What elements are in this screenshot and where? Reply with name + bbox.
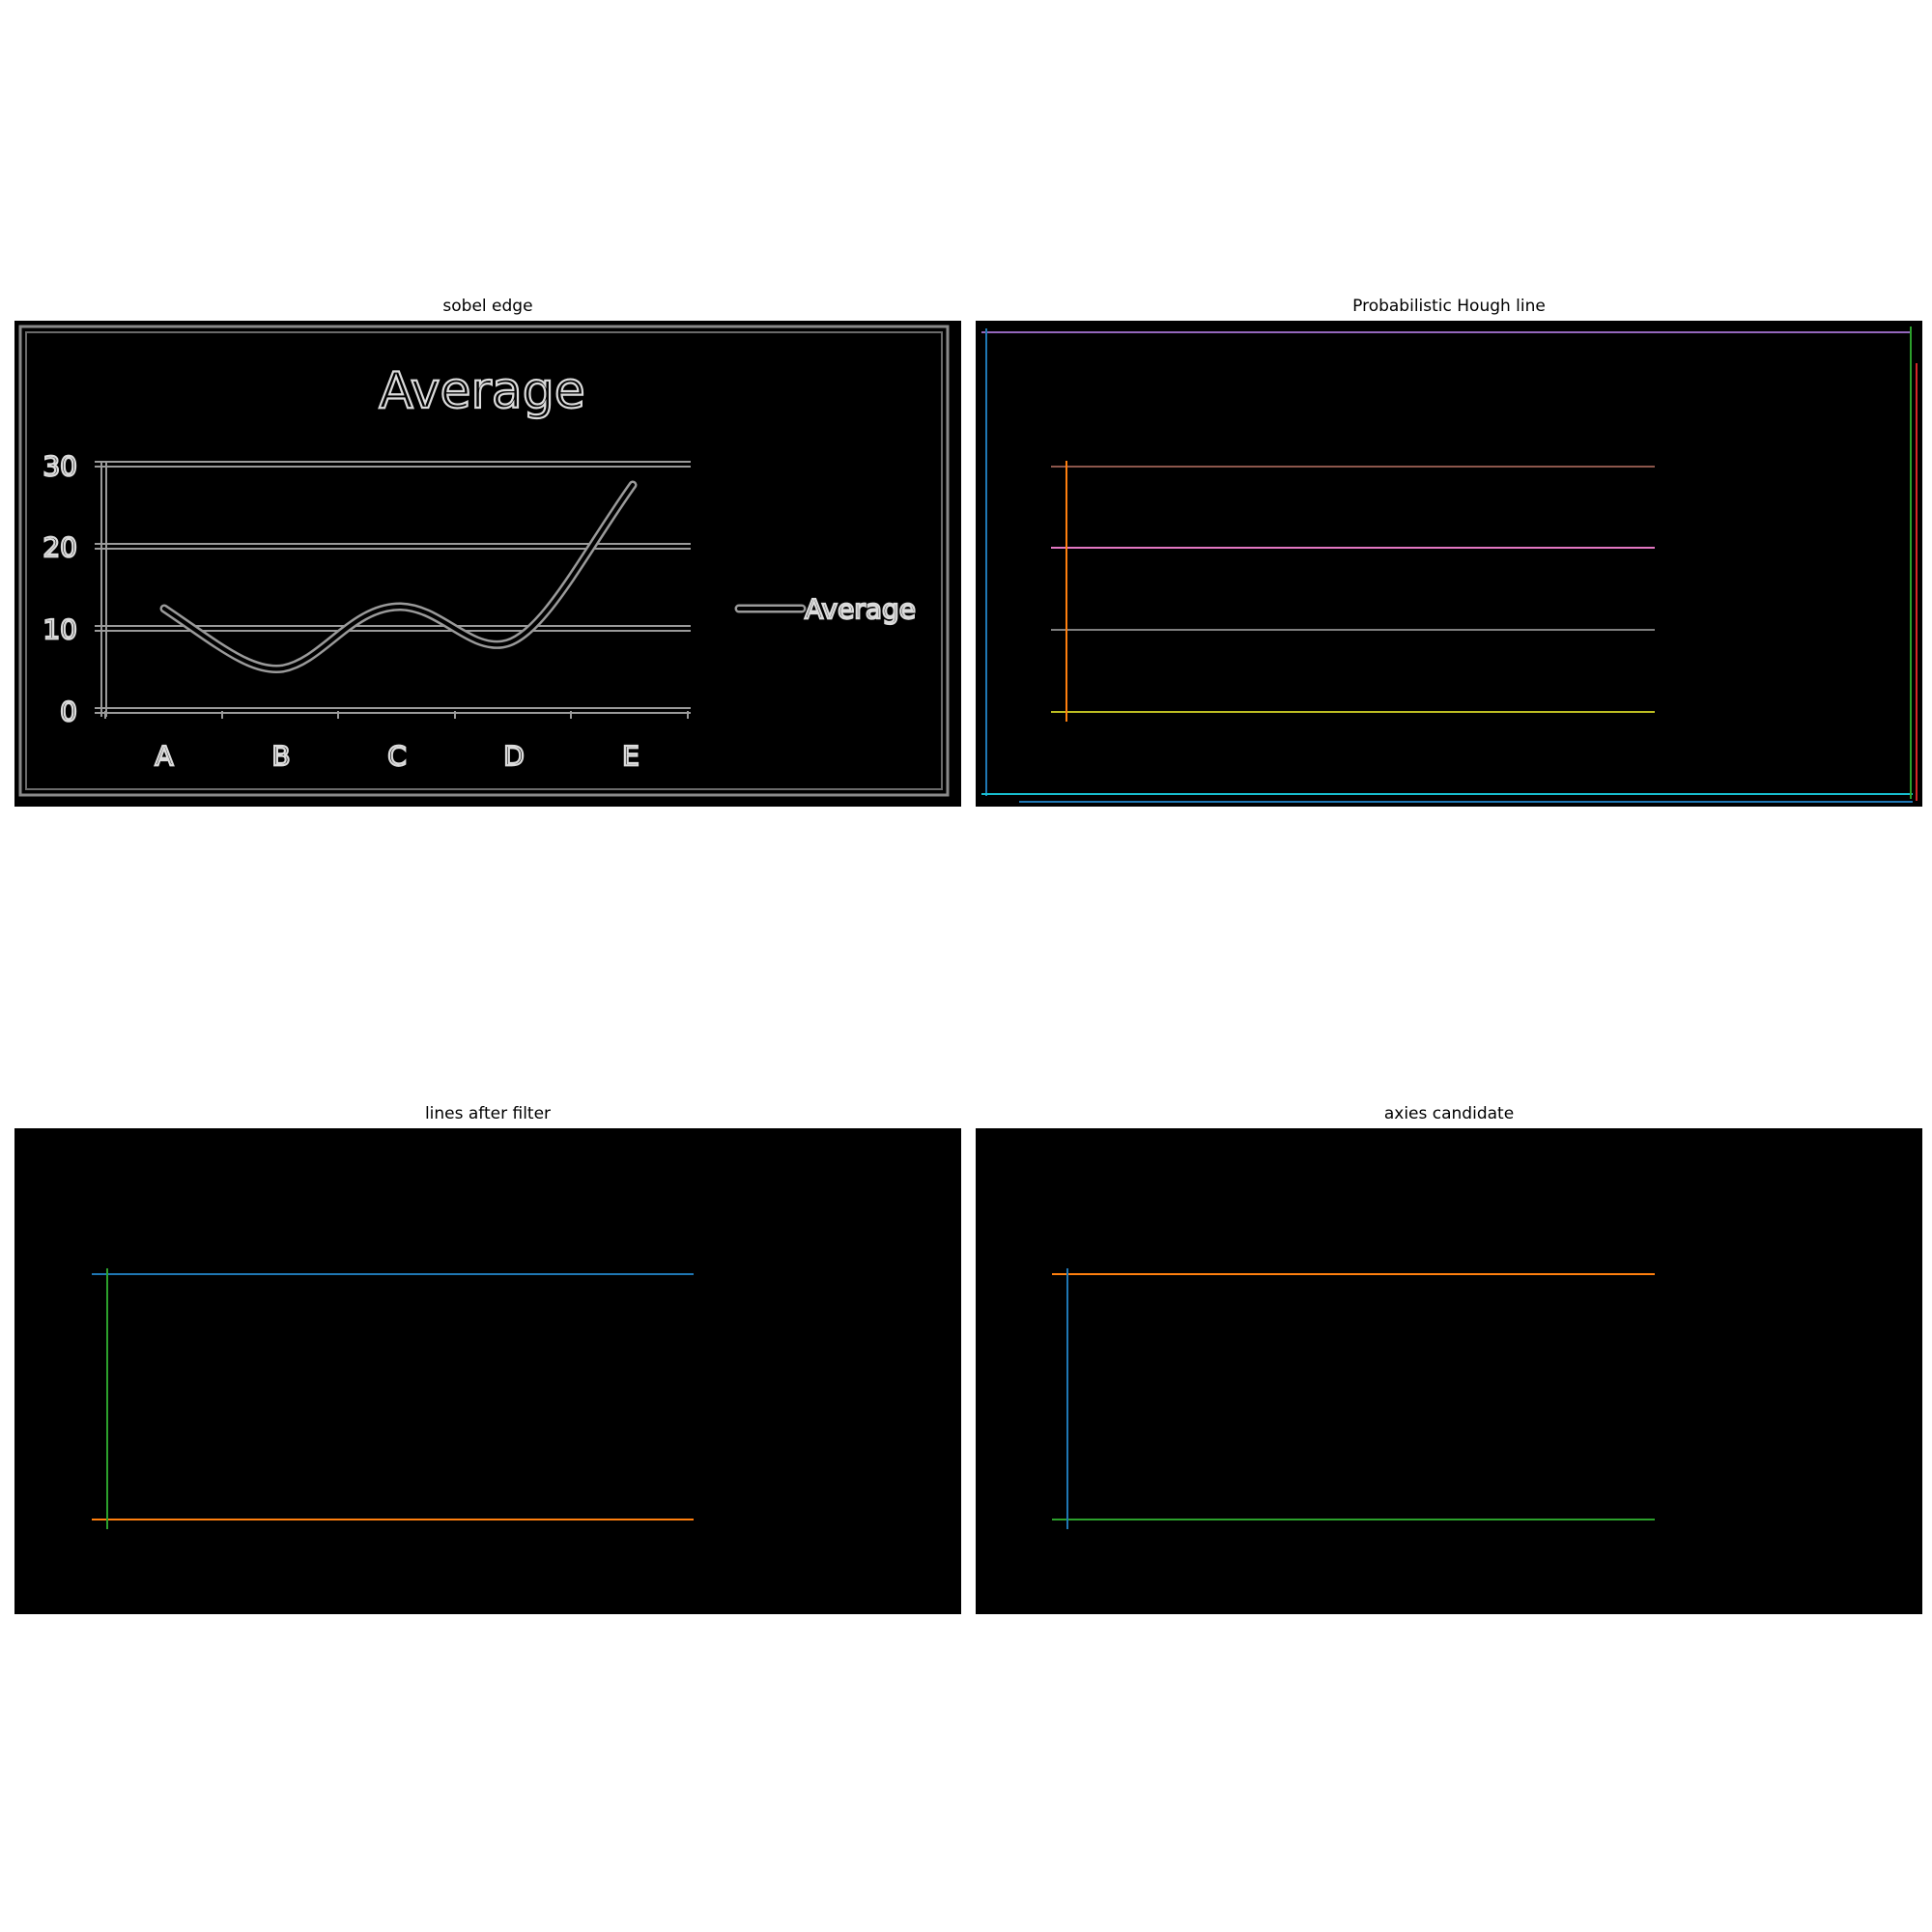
ytick-30: 30 xyxy=(43,450,77,482)
panel-title-axes: axies candidate xyxy=(1383,1104,1515,1123)
sobel-gridlines xyxy=(95,461,691,719)
panel-title-hough: Probabilistic Hough line xyxy=(1352,297,1546,316)
x-tick-marks xyxy=(104,711,689,719)
panel-hough-lines xyxy=(976,321,1922,807)
ytick-20: 20 xyxy=(43,531,77,563)
xtick-a: A xyxy=(155,740,173,772)
hough-lines-image xyxy=(981,327,1918,803)
panel-lines-after-filter xyxy=(14,1128,961,1614)
panel-title-sobel-edge: sobel edge xyxy=(442,297,533,316)
frame-edge-outer xyxy=(18,325,950,797)
axes-candidate-image xyxy=(1052,1268,1655,1529)
panel-title-filter: lines after filter xyxy=(424,1104,552,1123)
sobel-series-edge xyxy=(159,480,638,674)
y-axis-edge xyxy=(100,462,107,717)
sobel-legend-label: Average xyxy=(805,593,916,625)
xtick-d: D xyxy=(503,740,525,772)
panel-sobel-edge: Average 30 20 10 0 A B C D E Average xyxy=(14,321,961,807)
gridline-30 xyxy=(95,461,691,468)
gridline-20 xyxy=(95,543,691,550)
sobel-edge-image: Average 30 20 10 0 A B C D E Average xyxy=(18,325,950,797)
panel-axes-candidate xyxy=(976,1128,1922,1614)
frame-edge-inner xyxy=(25,331,943,790)
xtick-e: E xyxy=(622,740,639,772)
ytick-10: 10 xyxy=(43,613,77,645)
ytick-0: 0 xyxy=(60,696,77,727)
xtick-c: C xyxy=(387,740,407,772)
xtick-b: B xyxy=(271,740,290,772)
gridline-0 xyxy=(95,707,691,714)
filtered-lines-image xyxy=(92,1268,694,1529)
sobel-series-inner xyxy=(162,483,635,671)
sobel-chart-title: Average xyxy=(379,362,585,420)
